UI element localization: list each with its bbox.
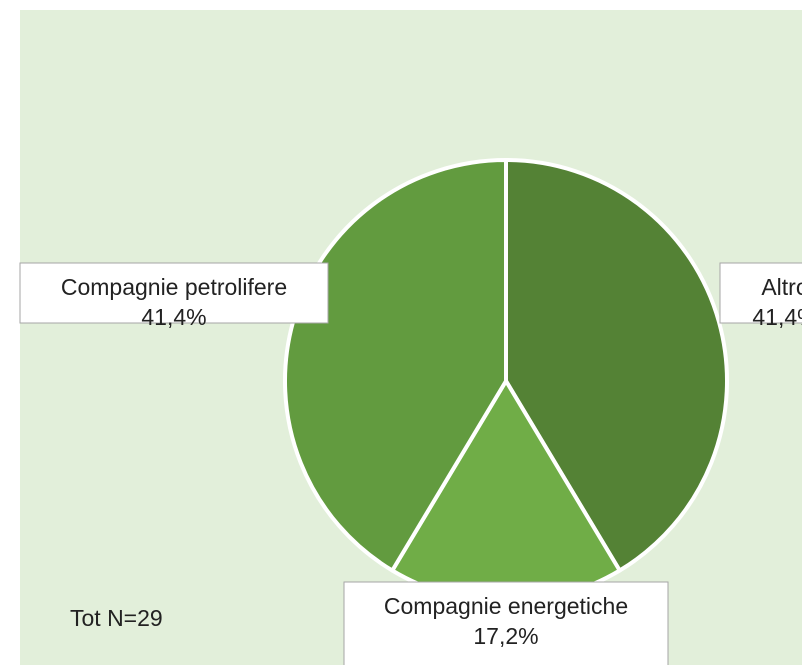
category-label: Altro: [761, 274, 802, 300]
value-label: 41,4%: [141, 304, 206, 330]
data-labels: Altro 41,4% Compagnie energetiche 17,2% Comp…: [19, 262, 802, 665]
label-box: [19, 262, 329, 324]
value-label: 41,4%: [752, 304, 802, 330]
category-label: Compagnie petrolifere: [61, 274, 287, 300]
label-box: [719, 262, 802, 324]
pie-slice: [504, 158, 729, 573]
pie: [283, 158, 729, 604]
value-label: 17,2%: [473, 623, 538, 649]
label-box: [343, 581, 669, 665]
category-label: Compagnie energetiche: [384, 593, 628, 619]
annotation: Tot N=29: [70, 605, 163, 631]
